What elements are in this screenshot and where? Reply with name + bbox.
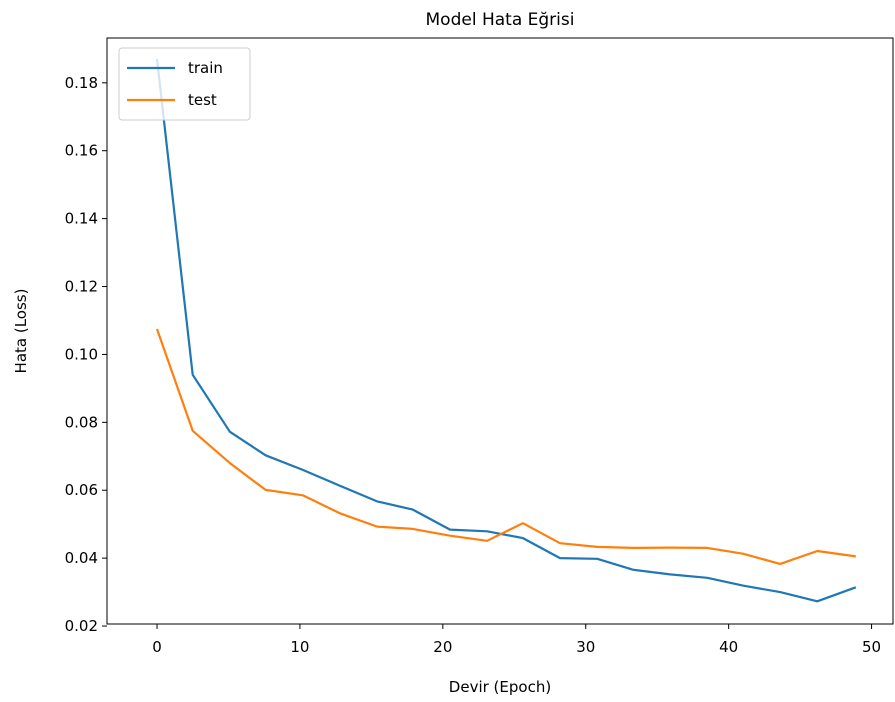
y-tick-label: 0.02 [65, 617, 98, 635]
y-tick-label: 0.04 [65, 549, 98, 567]
x-tick-label: 10 [290, 638, 309, 656]
y-tick-label: 0.10 [65, 345, 98, 363]
x-axis-label: Devir (Epoch) [449, 678, 551, 696]
series-line-test [155, 328, 856, 566]
x-tick-label: 40 [719, 638, 738, 656]
y-axis-ticks: 0.02 0.04 0.06 0.08 0.10 0.12 0.14 0.16 0.18 [65, 74, 107, 635]
x-tick-label: 50 [862, 638, 881, 656]
legend-label-test: test [188, 91, 217, 109]
series-line-train [155, 58, 857, 603]
legend-box [118, 47, 251, 121]
y-tick-label: 0.18 [65, 74, 98, 92]
y-tick-label: 0.06 [65, 481, 98, 499]
x-tick-label: 30 [576, 638, 595, 656]
y-tick-label: 0.08 [65, 413, 98, 431]
y-tick-label: 0.14 [65, 210, 98, 228]
axes-frame [106, 37, 894, 625]
legend: train test [118, 47, 251, 121]
x-tick-label: 0 [152, 638, 162, 656]
chart-title: Model Hata Eğrisi [426, 10, 575, 30]
y-axis-label: Hata (Loss) [12, 289, 30, 374]
plot-lines [155, 58, 857, 603]
x-axis-ticks: 0 10 20 30 40 50 [152, 624, 881, 656]
legend-label-train: train [188, 59, 223, 77]
y-tick-label: 0.16 [65, 142, 98, 160]
x-tick-label: 20 [433, 638, 452, 656]
y-tick-label: 0.12 [65, 278, 98, 296]
